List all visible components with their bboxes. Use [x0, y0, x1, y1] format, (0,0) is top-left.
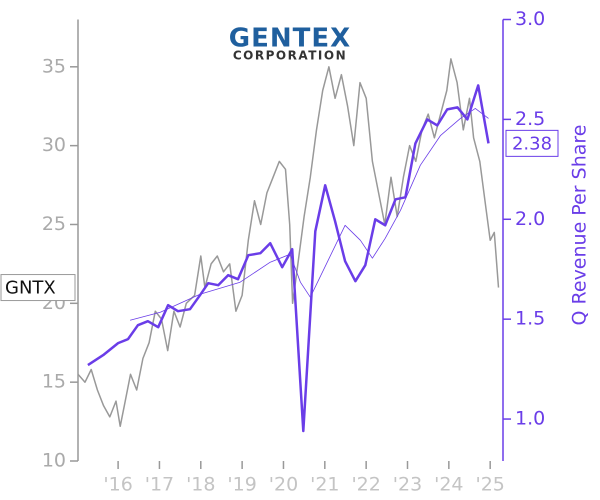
x-tick-label: '23 — [393, 474, 422, 496]
y-tick-label: 15 — [42, 371, 66, 393]
x-tick-label: '17 — [145, 474, 174, 496]
series-tag-box — [0, 274, 76, 302]
y-tick-label: 35 — [42, 55, 66, 77]
x-tick-label: '24 — [434, 474, 463, 496]
y2-tick-label: 2.0 — [515, 208, 545, 230]
x-tick-label: '25 — [475, 474, 504, 496]
x-tick-label: '19 — [227, 474, 256, 496]
x-tick-label: '21 — [310, 474, 339, 496]
series-line — [87, 84, 490, 433]
y2-axis-label: Q Revenue Per Share — [569, 125, 591, 326]
y2-tick-label: 2.5 — [515, 108, 545, 130]
logo-subtitle: CORPORATION — [233, 49, 347, 63]
logo-name: GENTEX — [229, 24, 351, 54]
y-tick-label: 25 — [42, 213, 66, 235]
y2-tick-label: 3.0 — [515, 8, 545, 30]
series-tag: GNTX — [5, 278, 56, 299]
y2-tick-label: 1.5 — [515, 308, 545, 330]
series-line — [129, 108, 489, 321]
x-tick-label: '18 — [186, 474, 215, 496]
value-label-box — [505, 129, 559, 157]
x-tick-label: '16 — [103, 474, 132, 496]
y-tick-label: 30 — [42, 134, 66, 156]
y-tick-label: 10 — [42, 450, 66, 472]
series-line — [77, 58, 500, 428]
x-tick-label: '22 — [351, 474, 380, 496]
x-tick-label: '20 — [269, 474, 298, 496]
value-label: 2.38 — [512, 133, 552, 154]
y2-tick-label: 1.0 — [515, 408, 545, 430]
